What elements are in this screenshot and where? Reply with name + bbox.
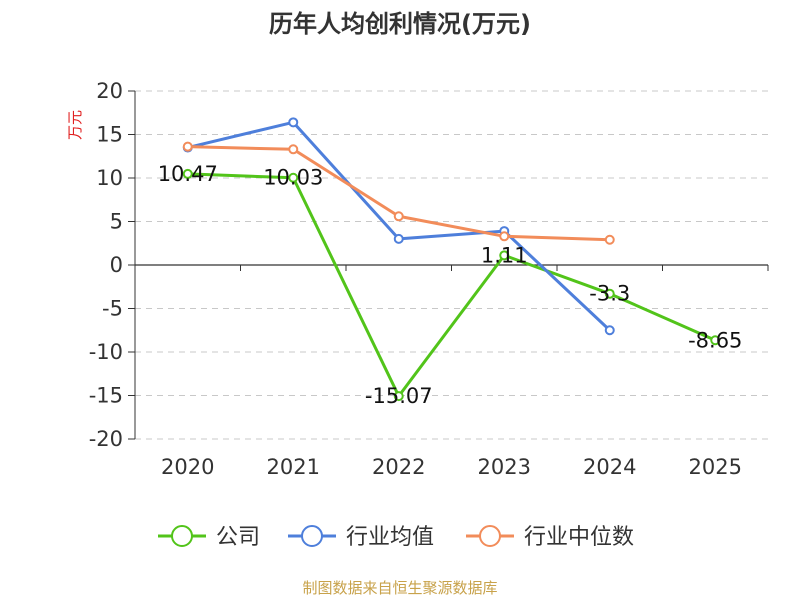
legend-marker xyxy=(479,525,501,547)
axes: 20 15 10 5 0 -5 -10 -15 -20 2020 2021 2022 2023 2024 2… xyxy=(89,79,769,479)
series-1 xyxy=(182,117,615,336)
chart-title: 历年人均创利情况(万元) xyxy=(269,10,531,38)
y-axis-label: 万元 xyxy=(66,110,84,140)
x-tick-label: 2025 xyxy=(689,455,742,479)
source-note: 制图数据来自恒生聚源数据库 xyxy=(302,579,497,597)
y-tick-label: 20 xyxy=(96,79,123,103)
y-tick-label: -10 xyxy=(89,340,123,364)
y-tick-label: -20 xyxy=(89,427,123,451)
data-point xyxy=(288,117,299,128)
data-labels: 10.47 10.03 -15.07 1.11 -3.3 -8.65 xyxy=(158,162,743,408)
data-point xyxy=(182,168,193,179)
data-point xyxy=(393,211,404,222)
data-label: -8.65 xyxy=(688,328,742,352)
data-point xyxy=(604,288,615,299)
data-label: 1.11 xyxy=(481,243,528,267)
data-label: -3.3 xyxy=(589,282,630,306)
data-point xyxy=(604,325,615,336)
data-label: -15.07 xyxy=(365,384,433,408)
legend-marker xyxy=(171,525,193,547)
legend-label: 行业中位数 xyxy=(524,525,634,550)
y-tick-label: 5 xyxy=(110,210,123,234)
y-tick-label: -5 xyxy=(102,297,123,321)
legend-item: 行业均值 xyxy=(288,525,434,550)
series-line xyxy=(187,120,611,332)
y-tick-label: -15 xyxy=(89,384,123,408)
legend-item: 行业中位数 xyxy=(466,525,634,550)
legend-label: 行业均值 xyxy=(346,525,434,550)
data-label: 10.47 xyxy=(158,162,218,186)
data-label: 10.03 xyxy=(263,166,323,190)
data-point xyxy=(393,233,404,244)
series-0 xyxy=(182,168,721,402)
legend-marker xyxy=(301,525,323,547)
series-lines xyxy=(182,117,721,402)
legend: 公司 行业均值 行业中位数 xyxy=(158,525,634,550)
x-tick-label: 2024 xyxy=(583,455,636,479)
y-tick-label: 10 xyxy=(96,166,123,190)
data-point xyxy=(288,172,299,183)
data-point xyxy=(710,335,721,346)
x-tick-label: 2020 xyxy=(161,455,214,479)
data-point xyxy=(604,234,615,245)
y-tick-label: 0 xyxy=(110,253,123,277)
data-point xyxy=(288,144,299,155)
x-tick-label: 2021 xyxy=(267,455,320,479)
data-point xyxy=(393,391,404,402)
y-tick-label: 15 xyxy=(96,123,123,147)
data-point xyxy=(182,141,193,152)
x-tick-label: 2022 xyxy=(372,455,425,479)
data-point xyxy=(499,231,510,242)
legend-item: 公司 xyxy=(158,525,260,550)
legend-label: 公司 xyxy=(216,525,260,550)
series-line xyxy=(187,172,716,398)
data-point xyxy=(499,250,510,261)
series-line xyxy=(187,145,610,242)
series-2 xyxy=(182,141,615,245)
x-tick-label: 2023 xyxy=(478,455,531,479)
